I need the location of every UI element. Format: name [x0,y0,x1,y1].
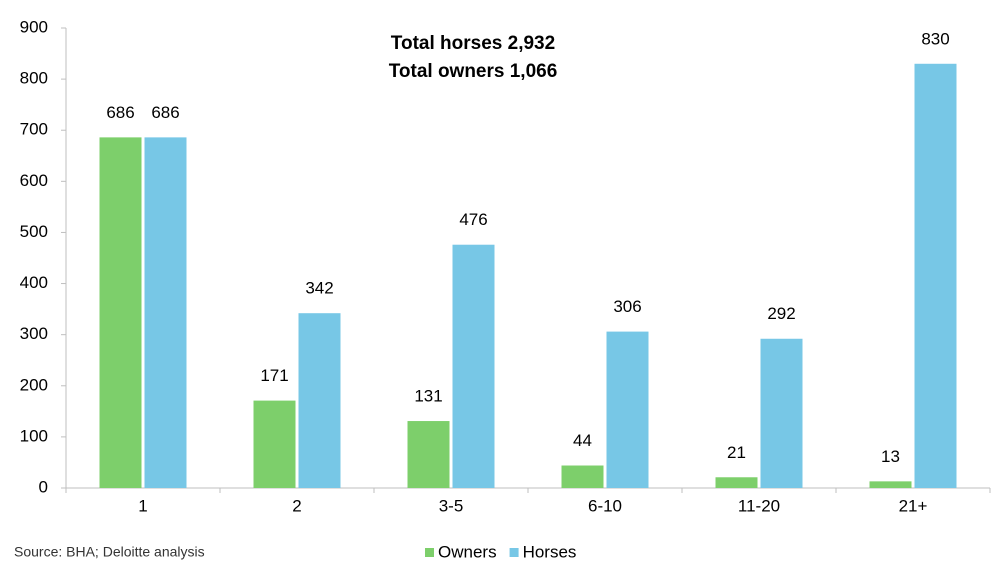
bar [715,477,758,488]
bar [99,137,142,488]
data-label: 476 [459,210,487,229]
bar [869,481,912,488]
bar [561,465,604,488]
x-tick-label: 3-5 [439,496,464,515]
bar [606,331,649,488]
y-tick-label: 400 [20,273,48,292]
bar [298,313,341,488]
y-tick-label: 500 [20,222,48,241]
y-tick-label: 700 [20,120,48,139]
bar [407,421,450,488]
y-tick-label: 100 [20,426,48,445]
source: Source: BHA; Deloitte analysis [14,544,205,560]
y-tick-label: 900 [20,17,48,36]
bar [760,338,803,488]
data-label: 171 [260,366,288,385]
y-tick-label: 800 [20,69,48,88]
data-label: 131 [414,387,442,406]
data-label: 306 [613,297,641,316]
data-label: 13 [881,447,900,466]
y-tick-label: 200 [20,375,48,394]
y-tick-label: 300 [20,324,48,343]
bar [452,244,495,488]
annotation: Total horses 2,932 [391,33,555,54]
data-label: 292 [767,304,795,323]
x-tick-label: 21+ [899,496,928,515]
legend-swatch [509,548,519,557]
x-tick-label: 11-20 [738,496,780,515]
data-label: 686 [151,103,179,122]
x-tick-label: 6-10 [588,496,622,515]
bar [144,137,187,488]
bar [253,400,296,488]
x-tick-label: 1 [138,496,147,515]
data-label: 686 [106,103,134,122]
y-tick-label: 600 [20,171,48,190]
data-label: 830 [921,29,949,48]
data-label: 342 [305,279,333,298]
legend-label: Owners [438,542,497,561]
data-label: 44 [573,431,592,450]
bar [914,63,957,489]
data-label: 21 [727,443,746,462]
legend-label: Horses [523,542,577,561]
x-tick-label: 2 [292,496,301,515]
legend-swatch [425,548,434,557]
y-tick-label: 0 [39,477,48,496]
annotation: Total owners 1,066 [389,61,558,82]
